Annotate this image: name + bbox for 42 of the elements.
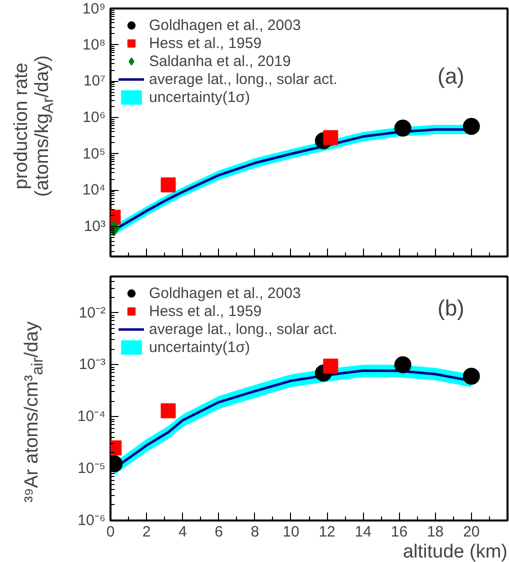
point (160, 177, 176, 192)
y-tick-label: 10⁷ (83, 72, 106, 90)
point (462, 368, 480, 385)
legend-label: average lat., long., solar act. (149, 320, 338, 338)
x-tick-label: 0 (106, 524, 115, 540)
x-tick-label: 14 (354, 524, 372, 540)
point (323, 130, 338, 146)
legend-label: average lat., long., solar act. (149, 70, 338, 88)
y-tick-label: 10⁸ (82, 36, 106, 54)
x-axis-title: altitude (km) (402, 542, 508, 562)
x-tick-label: 12 (318, 524, 336, 540)
y-tick-label: 10⁻⁵ (78, 460, 106, 478)
annotation: (b) (438, 296, 464, 320)
legend-label: uncertainty(1σ) (149, 88, 250, 106)
x-tick-label: 10 (282, 524, 300, 540)
annotation: (a) (438, 64, 464, 88)
legend-label: Goldhagen et al., 2003 (149, 16, 301, 34)
point (394, 120, 412, 137)
y-tick-label: 10⁻⁴ (77, 408, 106, 426)
legend-label: uncertainty(1σ) (149, 338, 250, 356)
y-tick-label: 10⁻³ (78, 356, 106, 374)
point (323, 358, 338, 374)
x-tick-label: 8 (250, 524, 260, 540)
x-tick-label: 2 (142, 524, 151, 540)
y-tick-label: 10⁶ (82, 109, 106, 126)
y-tick-label: 10⁴ (82, 182, 106, 199)
x-tick-label: 20 (463, 524, 480, 540)
legend-label: Hess et al., 1959 (149, 34, 262, 52)
legend-label: Saldanha et al., 2019 (149, 52, 291, 70)
y-tick-label: 10⁻² (78, 304, 106, 322)
point (462, 118, 480, 135)
y-tick-label: 10⁹ (82, 0, 106, 18)
y-tick-label: 10³ (84, 218, 106, 236)
y-tick-label: 10⁵ (82, 145, 106, 162)
legend-label: Goldhagen et al., 2003 (149, 284, 301, 302)
x-tick-label: 4 (178, 524, 187, 540)
x-tick-label: 16 (390, 524, 408, 540)
point (394, 356, 412, 374)
y-tick-label: 10⁻⁶ (78, 512, 106, 529)
legend-label: Hess et al., 1959 (149, 302, 262, 320)
x-tick-label: 18 (426, 524, 444, 540)
x-tick-label: 6 (214, 524, 223, 540)
